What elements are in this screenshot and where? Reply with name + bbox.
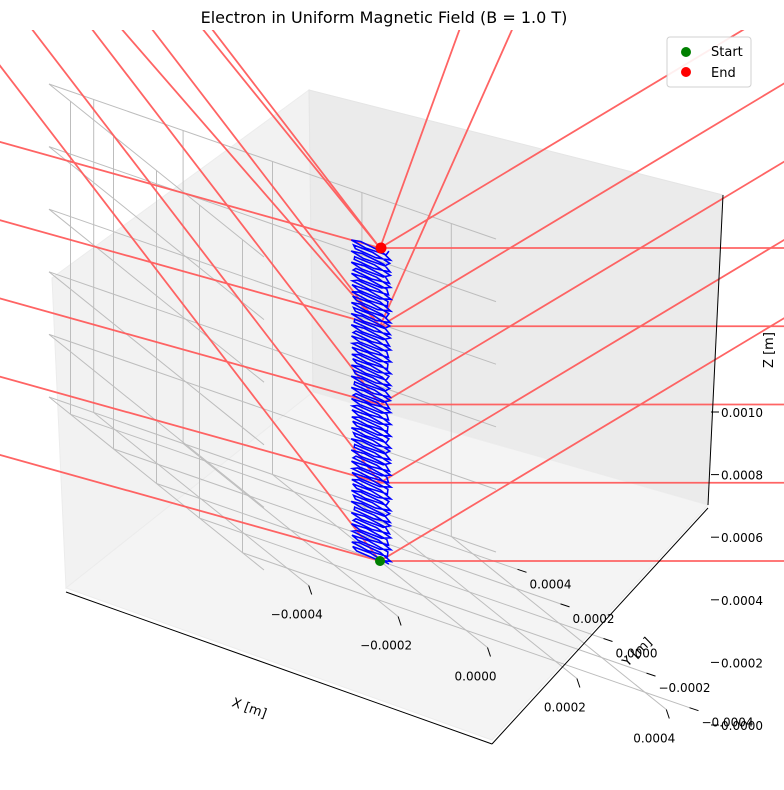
legend-end-swatch: [681, 67, 691, 77]
grid-line-z-back-3: [48, 208, 497, 365]
x-tick-label-2: 0.0000: [455, 670, 497, 684]
x-tick-label-3: 0.0002: [544, 701, 586, 715]
grid-line-z-left-3: [48, 208, 265, 383]
field-line-upleft-2: [91, 30, 381, 406]
x-tick-0: [308, 585, 313, 595]
field-line-upright-4: [379, 30, 745, 249]
grid-lines: [48, 83, 690, 710]
z-tick-label-5: 0.0010: [721, 406, 763, 420]
grid-line-y-floor-4: [70, 413, 518, 570]
y-tick-0: [689, 707, 699, 712]
z-tick-label-1: 0.0002: [721, 656, 763, 670]
x-tick-label-0: −0.0004: [271, 608, 323, 622]
z-tick-label-3: 0.0006: [721, 531, 763, 545]
y-tick-label-4: 0.0004: [530, 577, 572, 591]
field-line-up-1: [379, 30, 513, 327]
field-line-upleft-4: [211, 30, 381, 249]
grid-line-z-back-2: [48, 271, 497, 428]
field-line-upleft-extra-1: [121, 30, 381, 327]
field-line-upright-0: [379, 317, 784, 562]
y-tick-4: [517, 568, 527, 573]
end-point-marker: [375, 242, 387, 254]
x-axis-line: [65, 591, 493, 745]
y-tick-label-1: −0.0002: [659, 681, 711, 695]
axis-tick-labels: −0.0004 −0.0002 0.0000 0.0002 0.0004 −0.0004 −…: [271, 406, 763, 746]
legend-start-swatch: [681, 47, 691, 57]
y-axis-line: [491, 507, 709, 745]
electron-trajectory: [349, 239, 394, 565]
z-tick-label-2: 0.0004: [721, 594, 763, 608]
x-tick-3: [576, 678, 581, 688]
field-line-upleft-1: [31, 30, 381, 484]
x-tick-label-4: 0.0004: [633, 732, 675, 746]
grid-line-y-floor-1: [199, 517, 647, 674]
z-tick-label-0: 0.0000: [721, 719, 763, 733]
field-line-upleft-0: [0, 64, 381, 562]
x-axis-label: X [m]: [230, 696, 269, 722]
start-point-marker: [375, 556, 385, 566]
x-tick-4: [665, 709, 670, 719]
field-line-upright-2: [379, 160, 784, 406]
y-tick-label-2: 0.0000: [616, 647, 658, 661]
field-line-left-2: [0, 297, 381, 406]
grid-line-z-back-0: [48, 396, 497, 553]
y-tick-label-3: 0.0002: [573, 612, 615, 626]
grid-line-z-left-2: [48, 271, 265, 446]
grid-line-z-left-5: [48, 83, 265, 258]
field-line-upleft-extra-0: [202, 30, 381, 249]
x-tick-2: [487, 647, 491, 657]
grid-line-z-back-5: [48, 83, 497, 240]
grid-line-y-floor-0: [242, 552, 690, 709]
grid-line-z-back-1: [48, 333, 497, 490]
x-tick-1: [397, 616, 402, 626]
y-tick-1: [646, 672, 656, 677]
axis-ticks: [308, 411, 719, 726]
z-tick-label-4: 0.0008: [721, 469, 763, 483]
chart-title: Electron in Uniform Magnetic Field (B = …: [201, 8, 568, 27]
y-tick-2: [603, 638, 613, 642]
field-line-upright-3: [379, 82, 784, 328]
legend-start-label: Start: [711, 45, 743, 60]
legend-end-label: End: [711, 66, 736, 81]
field-line-left-1: [0, 375, 381, 484]
z-axis-line: [707, 194, 724, 506]
z-axis-label: Z [m]: [762, 332, 777, 368]
grid-line-y-floor-3: [113, 448, 561, 605]
field-line-left-4: [0, 140, 381, 249]
grid-line-z-back-4: [48, 146, 497, 303]
field-line-upright-1: [379, 238, 784, 484]
field-lines: [0, 30, 784, 562]
grid-line-z-left-0: [48, 396, 265, 571]
field-line-upleft-3: [151, 30, 381, 327]
x-tick-label-1: −0.0002: [360, 639, 412, 653]
y-tick-3: [560, 603, 570, 608]
legend: Start End: [666, 36, 752, 88]
y-tick-label-0: −0.0004: [702, 716, 754, 730]
field-line-left-3: [0, 219, 381, 328]
field-line-left-0: [0, 453, 381, 562]
